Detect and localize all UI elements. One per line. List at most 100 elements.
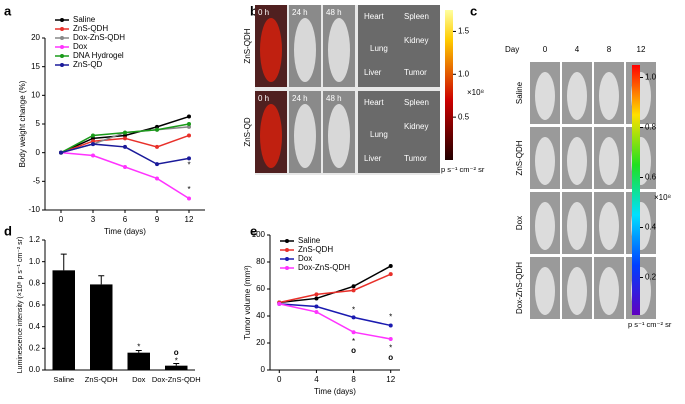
x-axis-label: Time (days) xyxy=(104,227,146,236)
annotation: * xyxy=(187,160,190,169)
annotation: * xyxy=(389,312,392,321)
mouse-body xyxy=(328,18,350,82)
mouse-body xyxy=(535,202,555,250)
y-tick-label: -10 xyxy=(28,205,40,214)
organ-image xyxy=(358,5,440,87)
point xyxy=(314,296,319,301)
error-bar xyxy=(60,253,67,271)
row-label: ZnS-QDH xyxy=(515,140,524,175)
organ-label: Kidney xyxy=(404,36,428,45)
y-tick-label: 0 xyxy=(261,365,266,374)
legend-label: Dox-ZnS-QDH xyxy=(73,33,125,42)
error-bar xyxy=(98,275,105,285)
panel-letter: b xyxy=(250,3,258,18)
y-tick-label: 0.4 xyxy=(29,322,41,331)
legend-label: ZnS-QD xyxy=(73,60,103,69)
y-tick-label: 60 xyxy=(256,284,265,293)
x-tick-label: 6 xyxy=(123,215,128,224)
point xyxy=(91,153,95,158)
colorbar-unit: p s⁻¹ cm⁻² sr xyxy=(628,320,672,329)
row-label: ZnS-QDH xyxy=(243,28,252,63)
time-label: 0 h xyxy=(258,94,269,103)
organ-label: Liver xyxy=(364,154,382,163)
point xyxy=(123,130,127,135)
point xyxy=(187,122,191,126)
point xyxy=(187,124,191,129)
legend-marker xyxy=(60,45,64,49)
colorbar-exponent: ×10⁸ xyxy=(467,88,484,97)
mouse-body xyxy=(535,72,555,120)
x-tick-label: 4 xyxy=(314,375,319,384)
y-tick-label: 40 xyxy=(256,311,265,320)
mouse-body xyxy=(599,72,619,120)
row-label: Dox xyxy=(515,216,524,230)
x-tick-label: 9 xyxy=(155,215,160,224)
x-tick-label: ZnS-QDH xyxy=(85,375,118,384)
series-line xyxy=(60,151,190,200)
point xyxy=(91,136,95,141)
colorbar-tick-label: 0.8 xyxy=(645,123,657,132)
point xyxy=(155,144,159,149)
y-tick-label: 0.0 xyxy=(29,365,41,374)
point xyxy=(314,309,319,314)
colorbar-tick-label: 1.0 xyxy=(645,73,657,82)
point xyxy=(123,133,127,138)
annotation: * xyxy=(137,342,140,351)
annotation: * xyxy=(389,344,392,353)
y-tick-label: 0.2 xyxy=(29,343,41,352)
legend-marker xyxy=(285,266,289,270)
x-tick-label: 0 xyxy=(277,375,282,384)
colorbar xyxy=(632,65,640,315)
y-tick-label: 0.6 xyxy=(29,300,41,309)
legend-label: DNA Hydrogel xyxy=(73,51,124,60)
y-tick-label: 20 xyxy=(256,338,265,347)
error-bar xyxy=(173,363,180,366)
point xyxy=(123,165,127,169)
column-header: Day xyxy=(505,45,519,54)
x-tick-label: Dox xyxy=(132,375,146,384)
x-tick-label: 3 xyxy=(91,215,96,224)
colorbar xyxy=(445,10,453,160)
colorbar-tick-label: 0.4 xyxy=(645,223,657,232)
bar xyxy=(165,365,188,370)
colorbar-tick-label: 0.5 xyxy=(458,112,470,121)
mouse-body xyxy=(567,72,587,120)
series-line xyxy=(279,273,392,304)
point xyxy=(351,284,356,289)
colorbar-tick-label: 0.6 xyxy=(645,173,657,182)
row-label: ZnS-QD xyxy=(243,117,252,147)
legend-marker xyxy=(60,18,64,22)
point xyxy=(155,127,159,132)
legend-label: Saline xyxy=(73,15,96,24)
organ-label: Lung xyxy=(370,130,388,139)
point xyxy=(314,304,319,309)
mouse-body xyxy=(260,18,282,82)
annotation: o xyxy=(351,346,356,355)
point xyxy=(91,139,95,144)
mouse-body xyxy=(328,104,350,168)
point xyxy=(388,336,393,341)
panel-letter: c xyxy=(470,3,477,18)
legend-label: ZnS-QDH xyxy=(73,24,108,33)
y-axis-label: Tumor volume (mm³) xyxy=(243,265,252,340)
y-tick-label: 10 xyxy=(31,90,40,99)
legend-marker xyxy=(60,54,64,58)
organ-label: Heart xyxy=(364,12,384,21)
time-label: 24 h xyxy=(292,8,308,17)
y-tick-label: 1.2 xyxy=(29,235,41,244)
legend-marker xyxy=(60,36,64,40)
point xyxy=(123,144,127,149)
legend-label: Saline xyxy=(298,236,321,245)
time-label: 48 h xyxy=(326,8,342,17)
legend-marker xyxy=(60,63,64,67)
organ-label: Spleen xyxy=(404,98,429,107)
point xyxy=(155,124,159,129)
error-bar xyxy=(135,350,142,353)
mouse-body xyxy=(535,267,555,315)
point xyxy=(351,330,356,335)
legend-marker xyxy=(285,239,289,243)
y-axis-label: Luminescence intensity (×10⁸ p s⁻¹ cm⁻² … xyxy=(17,237,24,374)
legend-label: Dox xyxy=(73,42,87,51)
organ-label: Heart xyxy=(364,98,384,107)
